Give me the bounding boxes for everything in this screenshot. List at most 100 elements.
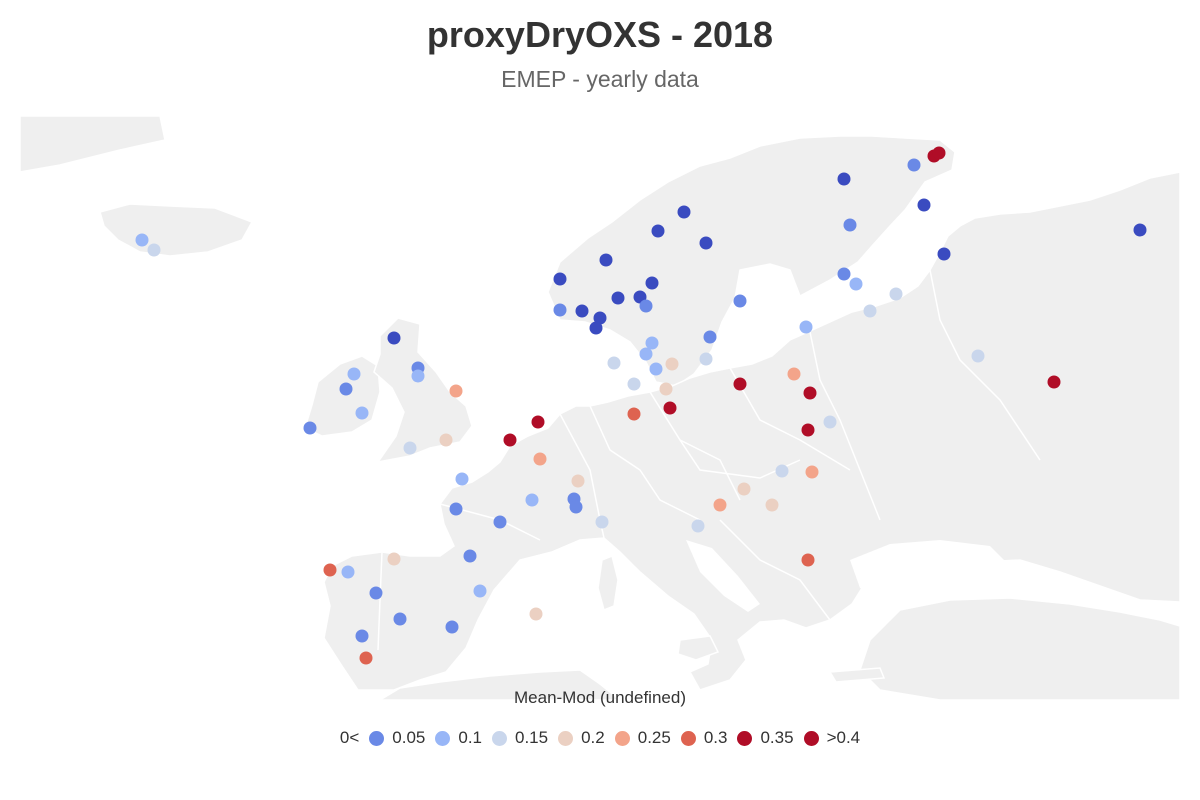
station-marker[interactable]: [971, 349, 985, 363]
legend-swatch-3: [558, 730, 574, 746]
station-marker[interactable]: [575, 304, 589, 318]
station-marker[interactable]: [341, 565, 355, 579]
map-subtitle: EMEP - yearly data: [501, 66, 699, 92]
station-marker[interactable]: [393, 612, 407, 626]
map-title: proxyDryOXS - 2018: [426, 14, 774, 55]
station-marker[interactable]: [803, 386, 817, 400]
station-marker[interactable]: [863, 304, 877, 318]
station-marker[interactable]: [659, 382, 673, 396]
station-marker[interactable]: [529, 607, 543, 621]
station-marker[interactable]: [445, 620, 459, 634]
station-marker[interactable]: [932, 146, 946, 160]
station-marker[interactable]: [455, 472, 469, 486]
station-marker[interactable]: [359, 651, 373, 665]
adriatic-sea: [686, 540, 760, 612]
station-marker[interactable]: [765, 498, 779, 512]
station-marker[interactable]: [665, 357, 679, 371]
station-marker[interactable]: [463, 549, 477, 563]
north-africa-landmass: [377, 669, 623, 701]
station-marker[interactable]: [843, 218, 857, 232]
station-marker[interactable]: [607, 356, 621, 370]
station-marker[interactable]: [595, 515, 609, 529]
station-marker[interactable]: [713, 498, 727, 512]
station-marker[interactable]: [823, 415, 837, 429]
station-marker[interactable]: [699, 352, 713, 366]
station-marker[interactable]: [837, 172, 851, 186]
station-marker[interactable]: [889, 287, 903, 301]
legend-item: 0.25: [605, 728, 671, 748]
station-marker[interactable]: [805, 465, 819, 479]
station-marker[interactable]: [733, 294, 747, 308]
greenland-landmass: [19, 115, 166, 173]
station-marker[interactable]: [627, 377, 641, 391]
station-marker[interactable]: [473, 584, 487, 598]
station-marker[interactable]: [699, 236, 713, 250]
station-marker[interactable]: [703, 330, 717, 344]
station-marker[interactable]: [801, 553, 815, 567]
station-marker[interactable]: [627, 407, 641, 421]
station-marker[interactable]: [787, 367, 801, 381]
color-legend: 0< 0.05 0.1 0.15 0.2 0.25 0.3 0.35 >0.4: [0, 728, 1200, 748]
station-marker[interactable]: [403, 441, 417, 455]
station-marker[interactable]: [449, 384, 463, 398]
station-marker[interactable]: [571, 474, 585, 488]
station-marker[interactable]: [651, 224, 665, 238]
station-marker[interactable]: [147, 243, 161, 257]
station-marker[interactable]: [533, 452, 547, 466]
station-marker[interactable]: [733, 377, 747, 391]
legend-swatch-1: [435, 730, 451, 746]
station-marker[interactable]: [775, 464, 789, 478]
station-marker[interactable]: [599, 253, 613, 267]
station-marker[interactable]: [611, 291, 625, 305]
station-marker[interactable]: [645, 336, 659, 350]
station-marker[interactable]: [347, 367, 361, 381]
station-marker[interactable]: [645, 276, 659, 290]
station-marker[interactable]: [1047, 375, 1061, 389]
station-marker[interactable]: [531, 415, 545, 429]
station-marker[interactable]: [937, 247, 951, 261]
station-marker[interactable]: [907, 158, 921, 172]
station-marker[interactable]: [323, 563, 337, 577]
station-marker[interactable]: [917, 198, 931, 212]
station-marker[interactable]: [569, 500, 583, 514]
legend-item: 0.05: [359, 728, 425, 748]
station-marker[interactable]: [737, 482, 751, 496]
station-marker[interactable]: [449, 502, 463, 516]
legend-item: 0.2: [548, 728, 605, 748]
station-marker[interactable]: [387, 552, 401, 566]
station-marker[interactable]: [593, 311, 607, 325]
ireland-landmass: [304, 355, 381, 437]
station-marker[interactable]: [355, 629, 369, 643]
station-marker[interactable]: [1133, 223, 1147, 237]
station-marker[interactable]: [837, 267, 851, 281]
station-marker[interactable]: [553, 272, 567, 286]
station-marker[interactable]: [503, 433, 517, 447]
station-marker[interactable]: [355, 406, 369, 420]
station-marker[interactable]: [135, 233, 149, 247]
station-marker[interactable]: [677, 205, 691, 219]
station-marker[interactable]: [493, 515, 507, 529]
station-marker[interactable]: [639, 299, 653, 313]
station-marker[interactable]: [849, 277, 863, 291]
station-marker[interactable]: [801, 423, 815, 437]
station-marker[interactable]: [799, 320, 813, 334]
station-marker[interactable]: [369, 586, 383, 600]
station-marker[interactable]: [439, 433, 453, 447]
station-marker[interactable]: [553, 303, 567, 317]
station-marker[interactable]: [649, 362, 663, 376]
legend-swatch-0: [369, 730, 385, 746]
crete-landmass: [828, 667, 886, 683]
legend-item: >0.4: [794, 728, 860, 748]
station-marker[interactable]: [589, 321, 603, 335]
station-marker[interactable]: [387, 331, 401, 345]
station-marker[interactable]: [663, 401, 677, 415]
station-marker[interactable]: [339, 382, 353, 396]
sardinia-landmass: [597, 554, 619, 612]
station-marker[interactable]: [639, 347, 653, 361]
station-marker[interactable]: [303, 421, 317, 435]
station-marker[interactable]: [525, 493, 539, 507]
station-marker[interactable]: [411, 369, 425, 383]
seas: [686, 270, 1010, 612]
station-marker[interactable]: [691, 519, 705, 533]
iceland-landmass: [99, 203, 254, 257]
